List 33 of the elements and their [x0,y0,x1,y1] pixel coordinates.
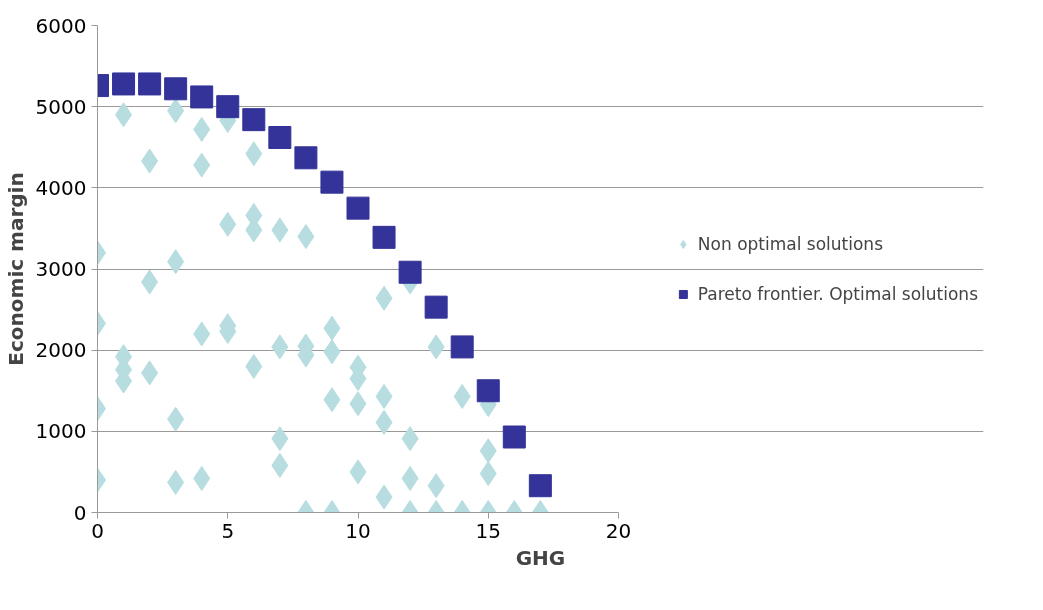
point [346,196,370,220]
point [112,72,136,96]
x-tick-label: 5 [221,518,235,543]
y-tick-label: 0 [73,500,87,525]
y-tick-label: 6000 [35,13,87,38]
x-tick-label: 10 [345,518,371,543]
point [164,77,188,101]
point [242,108,266,132]
point [320,170,344,194]
x-tick-label: 15 [475,518,501,543]
point [372,225,396,249]
legend-label: Non optimal solutions [697,233,884,254]
y-axis-title: Economic margin [3,172,28,366]
point [424,295,448,319]
y-tick-label: 1000 [35,419,87,444]
point [268,126,292,150]
point [216,95,240,119]
y-tick-label: 3000 [35,257,87,281]
point [398,260,422,284]
point [450,335,474,359]
x-tick-label: 0 [91,518,104,543]
point [138,72,162,96]
x-axis-title: GHG [515,545,566,570]
y-tick-label: 4000 [35,175,87,200]
point [190,85,214,109]
point [502,425,526,449]
y-tick-label: 2000 [35,338,87,363]
legend-label: Pareto frontier. Optimal solutions [697,283,978,304]
y-tick-label: 5000 [35,94,87,119]
point [528,474,552,498]
point [294,146,318,170]
point [476,379,500,403]
x-tick-label: 20 [605,518,632,543]
